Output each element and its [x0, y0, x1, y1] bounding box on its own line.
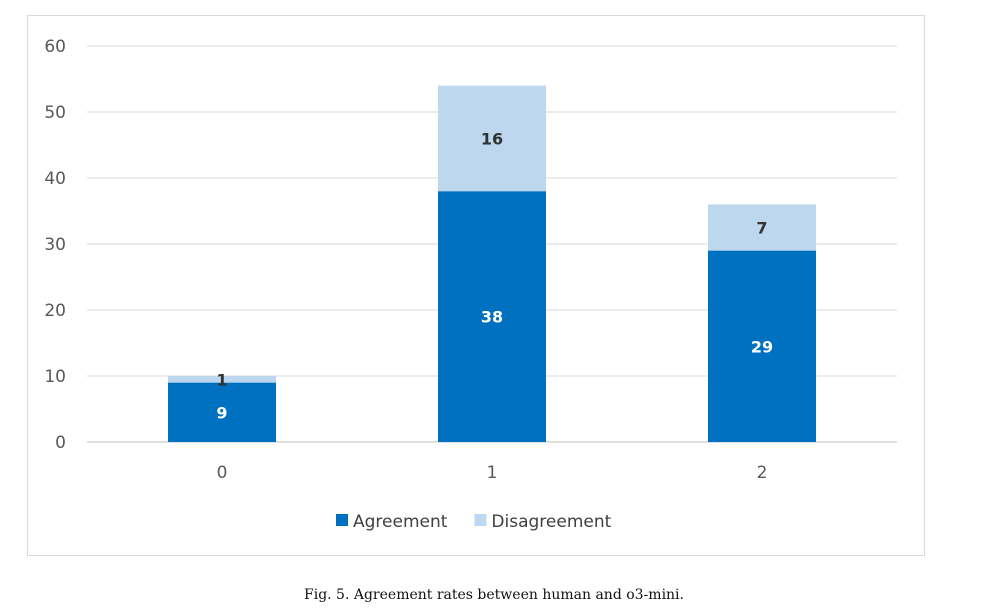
bar-segment-agreement: [708, 250, 816, 442]
data-label: 16: [481, 129, 503, 148]
bar-segment-disagreement: [708, 204, 816, 251]
data-label: 7: [756, 219, 767, 238]
bar-segment-disagreement: [168, 376, 276, 383]
y-tick-label: 50: [44, 103, 66, 123]
x-axis-ticks: 0 1 2: [217, 463, 768, 483]
y-tick-label: 60: [44, 37, 66, 57]
y-tick-label: 10: [44, 367, 66, 387]
bar-segment-disagreement: [438, 85, 546, 192]
y-tick-label: 20: [44, 301, 66, 321]
x-tick-label: 0: [217, 463, 228, 483]
y-tick-label: 40: [44, 169, 66, 189]
data-label: 1: [216, 370, 227, 389]
legend-swatch: [336, 514, 348, 526]
data-label: 29: [751, 337, 773, 356]
y-axis-ticks: 0 10 20 30 40 50 60: [44, 37, 66, 453]
bar-segment-agreement: [438, 191, 546, 442]
x-tick-label: 1: [487, 463, 498, 483]
y-tick-label: 30: [44, 235, 66, 255]
figure-caption: Fig. 5. Agreement rates between human an…: [304, 587, 684, 603]
bar-segment-agreement: [168, 382, 276, 442]
x-tick-label: 2: [757, 463, 768, 483]
legend-swatch: [474, 514, 487, 526]
legend-label: Agreement: [353, 512, 448, 532]
legend: Agreement Disagreement: [336, 512, 612, 532]
data-label: 38: [481, 308, 503, 327]
data-label: 9: [216, 403, 227, 422]
legend-label: Disagreement: [491, 512, 611, 532]
y-tick-label: 0: [55, 433, 66, 453]
data-labels: 9 1 38 16 29 7: [216, 129, 773, 422]
bars: [168, 85, 816, 442]
